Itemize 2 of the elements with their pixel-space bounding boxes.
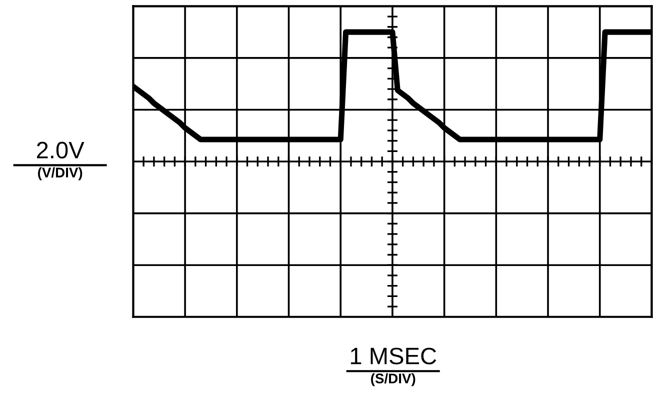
y-axis-title: 2.0V (V/DIV) [36,142,84,180]
text: 1 MSEC (S/DIV) [350,348,436,386]
